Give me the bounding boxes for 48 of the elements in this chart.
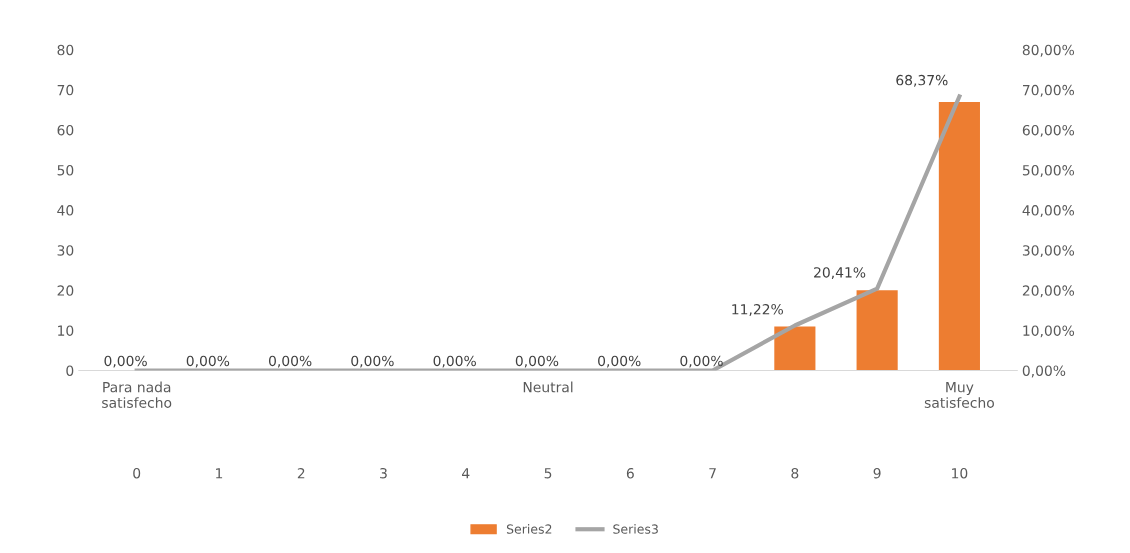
x-tick-label: 4 xyxy=(462,468,470,479)
data-label: 0,00% xyxy=(186,355,230,368)
y-tick-label: 0 xyxy=(66,365,74,376)
y2-tick-label: 70,00% xyxy=(1023,84,1075,97)
data-label: 0,00% xyxy=(598,355,641,368)
data-label: 68,37% xyxy=(896,74,948,87)
x-tick-label: 5 xyxy=(544,468,552,479)
x-tick-label: 0 xyxy=(133,467,141,479)
x-tick-label: 7 xyxy=(709,468,716,479)
y-tick-label: 10 xyxy=(58,325,74,336)
data-label: 0,00% xyxy=(351,355,394,368)
data-label: 11,22% xyxy=(732,304,783,316)
x-tick-label: 1 xyxy=(216,468,223,479)
data-label: 0,00% xyxy=(680,355,723,368)
y2-tick-label: 20,00% xyxy=(1022,285,1075,298)
y2-tick-label: 40,00% xyxy=(1022,205,1075,218)
annotation: Neutral xyxy=(523,381,573,393)
y2-tick-label: 0,00% xyxy=(1022,365,1066,378)
y-tick-label: 70 xyxy=(57,84,74,96)
y-tick-label: 80 xyxy=(57,44,74,56)
annotation: Para nada satisfecho xyxy=(102,381,172,408)
y2-tick-label: 60,00% xyxy=(1022,124,1075,137)
y-tick-label: 40 xyxy=(57,205,74,216)
x-tick-label: 6 xyxy=(626,467,634,479)
y2-tick-label: 50,00% xyxy=(1022,165,1075,177)
data-label: 0,00% xyxy=(104,355,147,368)
x-tick-label: 9 xyxy=(873,467,881,479)
x-tick-label: 8 xyxy=(791,467,799,479)
data-label: 0,00% xyxy=(433,355,476,368)
bar xyxy=(774,326,816,371)
y2-tick-label: 80,00% xyxy=(1022,44,1075,57)
x-tick-label: 2 xyxy=(297,467,305,479)
legend-label: Series2 xyxy=(506,524,552,534)
data-label: 20,41% xyxy=(814,267,866,280)
data-label: 0,00% xyxy=(515,355,559,368)
y2-tick-label: 10,00% xyxy=(1023,325,1075,338)
bar xyxy=(856,290,898,371)
y-tick-label: 30 xyxy=(57,245,74,256)
y-tick-label: 20 xyxy=(57,285,74,296)
x-tick-label: 10 xyxy=(952,467,968,479)
x-tick-label: 3 xyxy=(380,467,387,479)
y-tick-label: 50 xyxy=(57,165,74,176)
y-tick-label: 60 xyxy=(57,124,74,136)
bar xyxy=(938,101,980,371)
legend-label: Series3 xyxy=(613,524,658,534)
annotation: Muy satisfecho xyxy=(924,382,994,408)
y2-tick-label: 30,00% xyxy=(1022,245,1075,258)
data-label: 0,00% xyxy=(268,355,312,368)
